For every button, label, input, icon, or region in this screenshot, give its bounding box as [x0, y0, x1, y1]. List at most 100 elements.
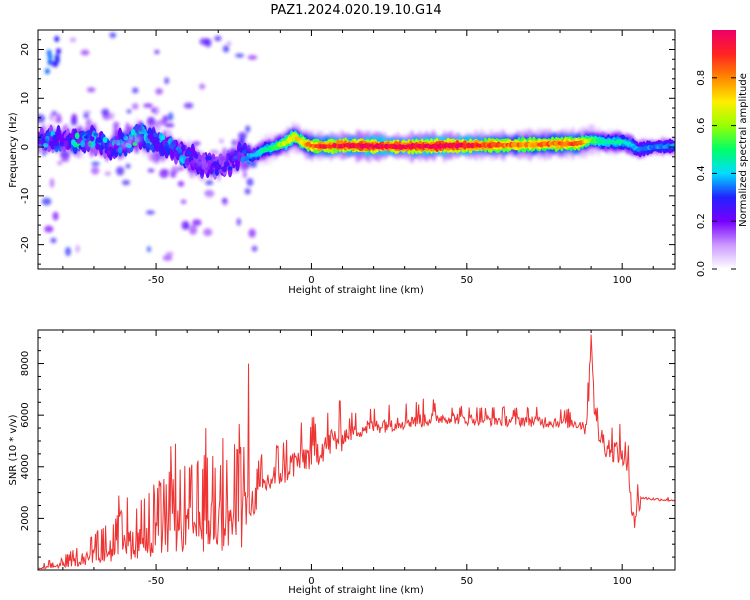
spectrogram-noise-spot	[178, 166, 185, 171]
spectrogram-noise-spot	[250, 161, 258, 168]
y-tick-label: 10	[20, 92, 31, 105]
spectrogram-noise-spot	[132, 87, 139, 94]
spectrogram-noise-spot	[122, 179, 130, 186]
colorbar-tick-label: 0.2	[696, 213, 707, 229]
spectrogram-noise-spot	[154, 121, 161, 131]
spectrogram-cell	[46, 131, 52, 136]
spectrogram-noise-spot	[55, 131, 60, 142]
spectrogram-noise-spot	[50, 237, 57, 244]
spectrogram-noise-spot	[234, 167, 240, 173]
spectrogram-noise-spot	[205, 180, 214, 186]
spectrogram-noise-spot	[240, 162, 248, 171]
spectrogram-cell	[194, 153, 199, 159]
spectrogram-noise-spot	[89, 125, 95, 135]
spectrogram-cell	[65, 145, 71, 151]
colorbar: 0.0 0.2 0.4 0.6 0.8 Normalized spectral ampl…	[696, 30, 749, 277]
spectrogram-noise-spot	[143, 103, 154, 108]
spectrogram-noise-spot	[199, 83, 206, 90]
spectrogram-noise-spot	[71, 113, 78, 122]
y-tick-label: -10	[20, 188, 31, 204]
x-tick-label: 0	[308, 576, 314, 587]
spectrogram-noise-spot	[146, 133, 154, 143]
spectrogram-amplitude-layer	[38, 126, 675, 174]
spectrogram-noise-spot	[246, 178, 254, 187]
x-tick-label: -50	[148, 275, 164, 286]
spectrogram-noise-spot	[209, 168, 216, 176]
spectrogram-noise-spot	[125, 163, 131, 169]
spectrogram-noise-spot	[164, 123, 175, 128]
spectrogram-noise-spot	[115, 166, 125, 176]
spectrogram-noise-spot	[204, 190, 215, 199]
spectrogram-noise-spot	[47, 59, 53, 66]
spectrogram-cell	[242, 149, 248, 155]
spectrogram-noise-spot	[199, 38, 209, 46]
spectrogram-noise-spot	[60, 146, 67, 155]
spectrogram-noise-spot	[86, 87, 96, 93]
spectrogram-noise-spot	[242, 170, 247, 179]
x-tick-label: 0	[308, 275, 314, 286]
spectrogram-cell	[84, 135, 89, 140]
spectrogram-cell	[98, 144, 104, 151]
colorbar-tick-label: 0.0	[696, 261, 707, 277]
spectrogram-noise-spot	[236, 218, 241, 226]
spectrogram-cell	[153, 132, 158, 138]
spectrogram-noise-spot	[65, 246, 71, 257]
x-tick-label: 50	[460, 275, 473, 286]
spectrogram-cell	[158, 147, 164, 154]
spectrogram-noise-spot	[222, 45, 230, 53]
spectrogram-noise-spot	[133, 134, 143, 144]
spectrogram-noise-spot	[235, 53, 245, 58]
spectrogram-noise-spot	[162, 254, 173, 261]
snr-frame	[37, 329, 676, 571]
snr-panel: -50 0 50 100 2000 4000 6000 8000 Height of str…	[8, 329, 676, 596]
spectrogram-noise-spot	[151, 151, 161, 162]
spectrogram-noise-spot	[231, 139, 237, 147]
spectrogram-noise-spot	[184, 223, 189, 229]
spectrogram-noise-spot	[57, 161, 63, 166]
spectrogram-noise-spot	[154, 49, 160, 55]
spectrogram-noise-spot	[44, 225, 54, 233]
spectrogram-noise-spot	[226, 41, 232, 46]
spectrogram-frame	[37, 29, 676, 270]
spectrogram-noise-spot	[44, 68, 50, 75]
spectrogram-noise-spot	[120, 141, 128, 150]
spectrogram-cell	[130, 129, 136, 136]
spectrogram-noise-spot	[171, 165, 180, 174]
spectrogram-cell	[63, 140, 69, 148]
spectrogram-cell	[222, 165, 227, 173]
spectrogram-noise-spot	[251, 245, 258, 252]
snr-series-line	[38, 334, 675, 570]
spectrogram-noise-spot	[146, 246, 152, 253]
spectrogram-noise-spot	[111, 137, 120, 146]
spectrogram-noise-spot	[54, 36, 60, 43]
spectrogram-noise-spot	[180, 199, 187, 204]
spectrogram-noise-spot	[221, 197, 228, 204]
spectrogram-noise-spot	[56, 48, 62, 55]
y-tick-label: 20	[20, 43, 31, 56]
snr-y-axis: 2000 4000 6000 8000	[20, 337, 675, 571]
spectrogram-cell	[95, 143, 101, 151]
spectrogram-noise-layer	[38, 32, 258, 261]
snr-y-label: SNR (10 * v/v)	[8, 414, 19, 485]
spectrogram-cell	[102, 136, 108, 144]
spectrogram-noise-spot	[164, 77, 170, 85]
colorbar-tick-label: 0.6	[696, 118, 707, 134]
colorbar-label: Normalized spectral amplitude	[738, 73, 749, 227]
y-tick-label: 2000	[20, 506, 31, 531]
spectrogram-noise-spot	[165, 251, 174, 256]
spectrogram-noise-spot	[214, 35, 222, 42]
spectrogram-noise-spot	[131, 103, 139, 110]
spectrogram-cell	[149, 144, 155, 151]
spectrogram-noise-spot	[247, 55, 258, 60]
spectrogram-noise-spot	[109, 32, 117, 39]
spectrogram-noise-spot	[189, 224, 198, 235]
spectrogram-noise-spot	[137, 124, 143, 133]
spectrogram-cell	[236, 154, 242, 162]
snr-x-label: Height of straight line (km)	[288, 585, 424, 596]
spectrogram-cell	[184, 158, 190, 166]
spectrogram-noise-spot	[230, 148, 238, 156]
spectrogram-cell	[72, 141, 78, 148]
spectrogram-cell	[160, 135, 166, 141]
spectrogram-cell	[238, 146, 244, 153]
